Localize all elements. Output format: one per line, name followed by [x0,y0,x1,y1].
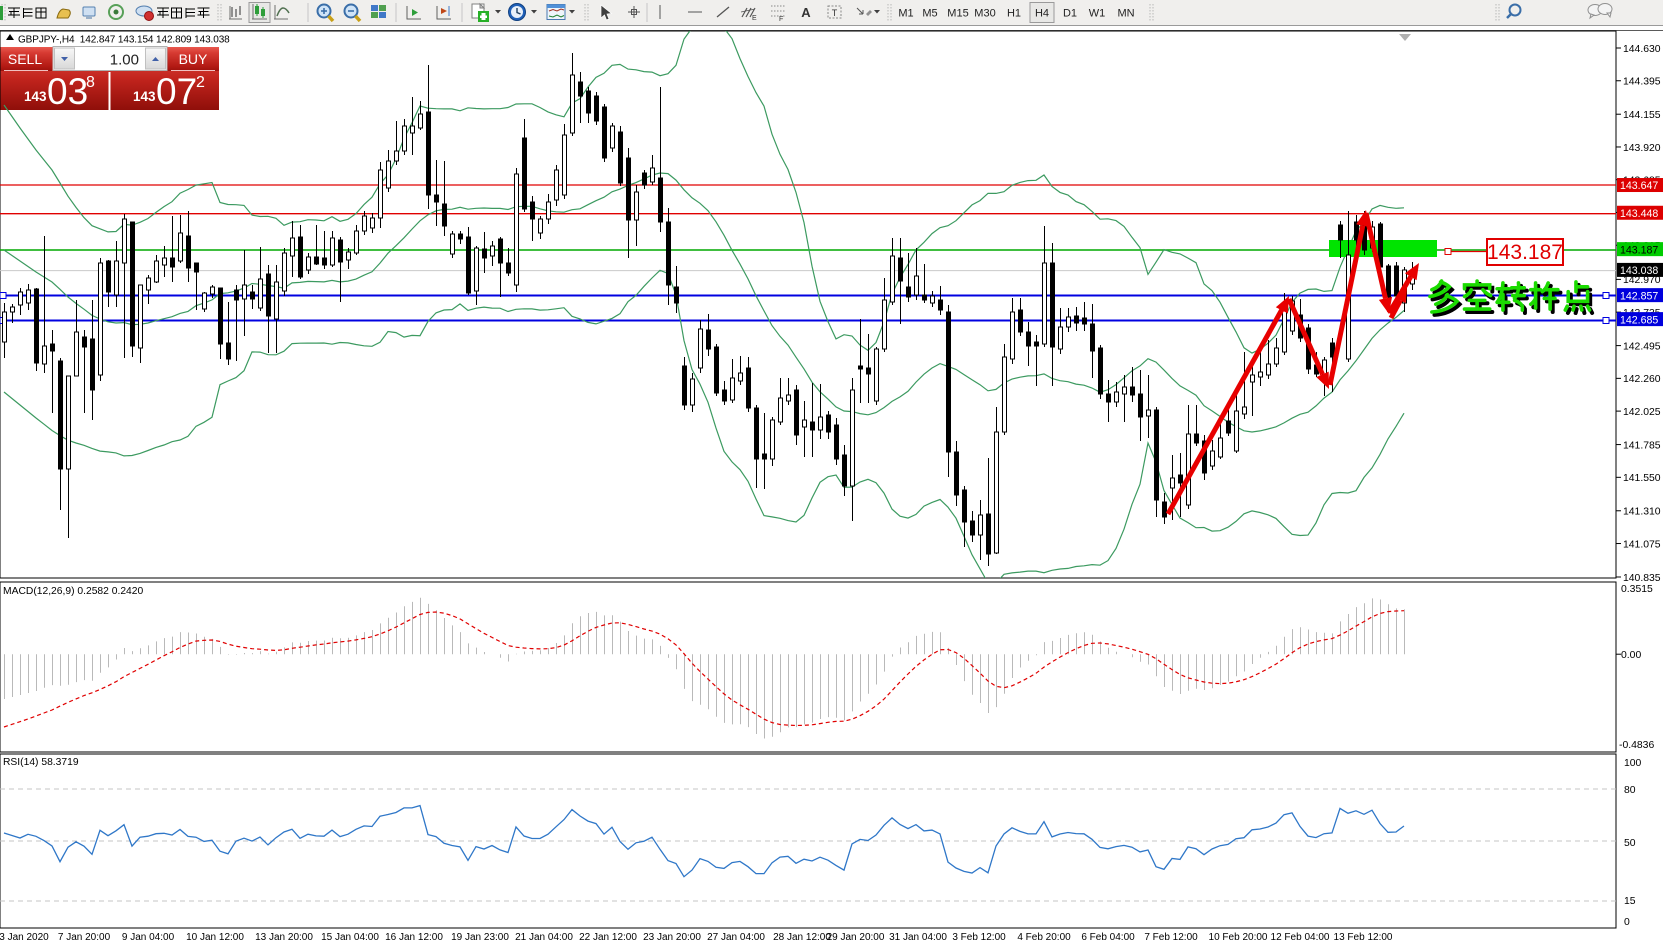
svg-text:144.155: 144.155 [1623,110,1661,121]
svg-text:23 Jan 20:00: 23 Jan 20:00 [643,932,701,943]
svg-text:12 Feb 04:00: 12 Feb 04:00 [1271,932,1330,943]
svg-text:9 Jan 04:00: 9 Jan 04:00 [122,932,175,943]
svg-text:143: 143 [24,89,47,104]
svg-text:144.395: 144.395 [1623,77,1661,88]
svg-text:03: 03 [47,71,88,112]
svg-text:29 Jan 20:00: 29 Jan 20:00 [827,932,885,943]
svg-text:SELL: SELL [8,51,42,67]
svg-text:15: 15 [1624,896,1636,907]
svg-text:W1: W1 [1089,8,1106,20]
svg-text:142.260: 142.260 [1623,374,1661,385]
svg-text:M15: M15 [947,8,968,20]
svg-text:141.075: 141.075 [1623,539,1661,550]
svg-text:27 Jan 04:00: 27 Jan 04:00 [707,932,765,943]
svg-text:142.857: 142.857 [1620,290,1658,302]
svg-text:143: 143 [133,89,156,104]
svg-text:6 Feb 04:00: 6 Feb 04:00 [1081,932,1135,943]
svg-text:07: 07 [156,71,197,112]
svg-text:142.970: 142.970 [1623,275,1661,286]
svg-text:13 Jan 20:00: 13 Jan 20:00 [255,932,313,943]
svg-text:31 Jan 04:00: 31 Jan 04:00 [889,932,947,943]
svg-text:22 Jan 12:00: 22 Jan 12:00 [579,932,637,943]
svg-text:1.00: 1.00 [110,52,139,69]
svg-text:M5: M5 [922,8,937,20]
svg-text:143.038: 143.038 [1620,265,1658,277]
svg-text:141.310: 141.310 [1623,507,1661,518]
svg-text:15 Jan 04:00: 15 Jan 04:00 [321,932,379,943]
svg-text:80: 80 [1624,785,1636,796]
svg-text:141.550: 141.550 [1623,473,1661,484]
svg-text:0.3515: 0.3515 [1621,584,1653,595]
svg-text:140.835: 140.835 [1623,573,1661,584]
svg-text:16 Jan 12:00: 16 Jan 12:00 [385,932,443,943]
svg-text:-0.4836: -0.4836 [1619,740,1654,751]
svg-text:H4: H4 [1035,8,1049,20]
svg-text:M1: M1 [898,8,913,20]
svg-text:7 Jan 20:00: 7 Jan 20:00 [58,932,111,943]
svg-text:19 Jan 23:00: 19 Jan 23:00 [451,932,509,943]
svg-text:144.630: 144.630 [1623,44,1661,55]
svg-text:H1: H1 [1007,8,1021,20]
svg-text:10 Jan 12:00: 10 Jan 12:00 [186,932,244,943]
svg-text:3 Jan 2020: 3 Jan 2020 [0,932,49,943]
svg-text:7 Feb 12:00: 7 Feb 12:00 [1144,932,1198,943]
svg-text:143.448: 143.448 [1620,208,1658,220]
svg-text:141.785: 141.785 [1623,440,1661,451]
svg-text:143.187: 143.187 [1620,244,1658,256]
svg-text:A: A [801,5,811,20]
svg-text:M30: M30 [974,8,995,20]
svg-text:BUY: BUY [179,51,208,67]
svg-text:T: T [832,8,838,18]
svg-text:3 Feb 12:00: 3 Feb 12:00 [952,932,1006,943]
svg-text:MACD(12,26,9) 0.2582 0.2420: MACD(12,26,9) 0.2582 0.2420 [3,586,144,597]
svg-text:143.187: 143.187 [1487,241,1563,264]
svg-text:2: 2 [196,74,205,91]
svg-text:142.495: 142.495 [1623,341,1661,352]
svg-text:8: 8 [86,74,95,91]
svg-text:28 Jan 12:00: 28 Jan 12:00 [773,932,831,943]
svg-text:MN: MN [1117,8,1134,20]
svg-text:0: 0 [1624,917,1630,928]
svg-text:100: 100 [1624,758,1642,769]
svg-text:GBPJPY-,H4 142.847 143.154 14: GBPJPY-,H4 142.847 143.154 142.809 143.0… [18,35,230,46]
svg-text:142.025: 142.025 [1623,407,1661,418]
svg-text:F: F [779,16,783,23]
svg-text:13 Feb 12:00: 13 Feb 12:00 [1334,932,1393,943]
svg-text:143.647: 143.647 [1620,180,1658,192]
svg-text:143.920: 143.920 [1623,143,1661,154]
svg-text:RSI(14) 58.3719: RSI(14) 58.3719 [3,757,79,768]
svg-text:4 Feb 20:00: 4 Feb 20:00 [1017,932,1071,943]
svg-text:0.00: 0.00 [1621,650,1641,661]
svg-text:D1: D1 [1063,8,1077,20]
svg-text:142.685: 142.685 [1620,314,1658,326]
svg-text:E: E [752,15,757,22]
svg-text:50: 50 [1624,838,1636,849]
svg-text:21 Jan 04:00: 21 Jan 04:00 [515,932,573,943]
svg-text:10 Feb 20:00: 10 Feb 20:00 [1209,932,1268,943]
